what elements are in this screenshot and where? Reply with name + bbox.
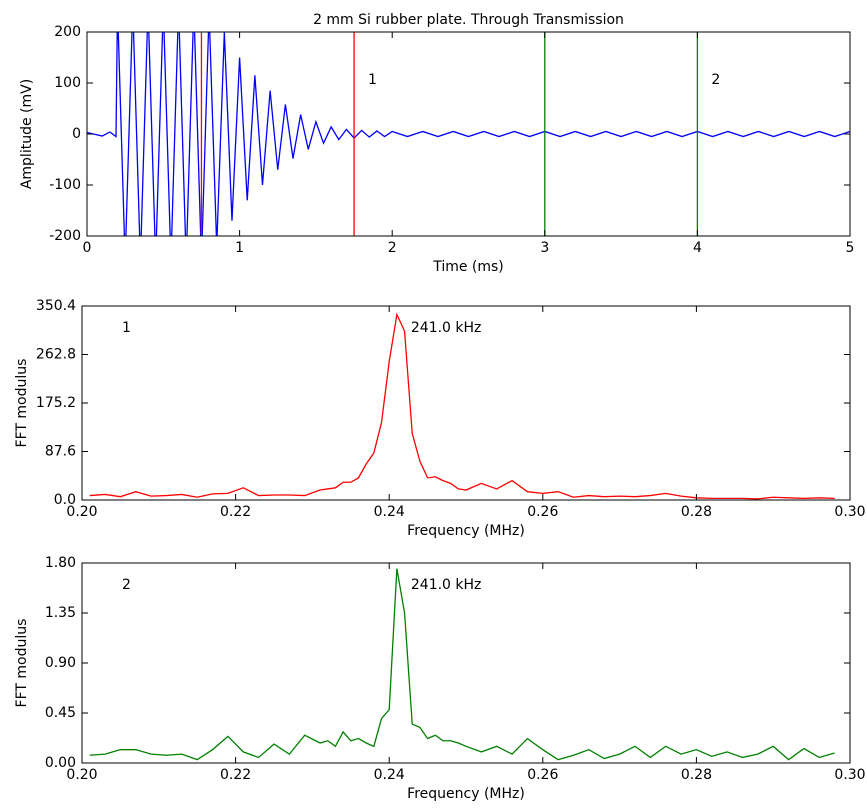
x-tick-label: 0.22 [220, 504, 251, 520]
x-tick-label: 0.20 [66, 767, 97, 783]
y-tick-label: 100 [54, 75, 81, 91]
y-tick-label: 1.80 [45, 555, 76, 571]
y-tick-label: 0 [72, 126, 81, 142]
panel: 1 2 0 1 2 3 4 5 -200 -100 0 100 200 2 mm Si rubber pl… [19, 12, 855, 275]
plot-area [89, 568, 835, 761]
y-tick-label: 0.45 [45, 705, 76, 721]
y-tick-label: 350.4 [36, 298, 76, 314]
panel-label: 1 [122, 320, 131, 336]
y-axis-label: Amplitude (mV) [19, 79, 35, 189]
plot-frame [81, 562, 851, 764]
x-tick-label: 0.26 [527, 504, 558, 520]
window-label: 2 [711, 72, 720, 88]
y-tick-label: 87.6 [45, 444, 76, 460]
x-tick-label: 0.28 [681, 504, 712, 520]
x-axis-label: Time (ms) [432, 259, 504, 275]
data-line [89, 568, 835, 761]
chart-title: 2 mm Si rubber plate. Through Transmissi… [313, 12, 624, 28]
y-tick-label: 175.2 [36, 395, 76, 411]
data-line [89, 312, 835, 500]
x-tick-label: 1 [235, 240, 244, 256]
y-tick-label: -100 [49, 177, 81, 193]
x-tick-label: 0.28 [681, 767, 712, 783]
y-tick-label: 200 [54, 24, 81, 40]
y-axis-label: FFT modulus [14, 359, 30, 448]
peak-label: 241.0 kHz [411, 320, 482, 336]
panel: 0.20 0.22 0.24 0.26 0.28 0.30 0.0 87.6 175.2 262.… [14, 298, 866, 539]
plot-area [89, 312, 835, 500]
window-label: 1 [368, 72, 377, 88]
y-axis-label: FFT modulus [14, 619, 30, 708]
x-axis-label: Frequency (MHz) [407, 523, 525, 539]
x-tick-label: 0.24 [374, 504, 405, 520]
x-tick-label: 0.20 [66, 504, 97, 520]
y-tick-label: 0.90 [45, 655, 76, 671]
x-tick-label: 0.22 [220, 767, 251, 783]
x-tick-label: 5 [846, 240, 855, 256]
x-tick-label: 2 [388, 240, 397, 256]
peak-label: 241.0 kHz [411, 577, 482, 593]
x-tick-label: 4 [693, 240, 702, 256]
y-tick-label: 1.35 [45, 605, 76, 621]
x-tick-label: 0.30 [834, 767, 865, 783]
x-tick-label: 0.24 [374, 767, 405, 783]
x-tick-label: 0.26 [527, 767, 558, 783]
y-tick-label: 0.0 [54, 492, 76, 508]
x-tick-label: 0 [83, 240, 92, 256]
x-tick-label: 0.30 [834, 504, 865, 520]
panel: 0.20 0.22 0.24 0.26 0.28 0.30 0.00 0.45 0.90 1.35… [14, 555, 866, 802]
y-tick-label: -200 [49, 228, 81, 244]
x-tick-label: 3 [540, 240, 549, 256]
x-axis-label: Frequency (MHz) [407, 786, 525, 802]
y-tick-label: 262.8 [36, 347, 76, 363]
panel-label: 2 [122, 577, 131, 593]
y-tick-label: 0.00 [45, 755, 76, 771]
